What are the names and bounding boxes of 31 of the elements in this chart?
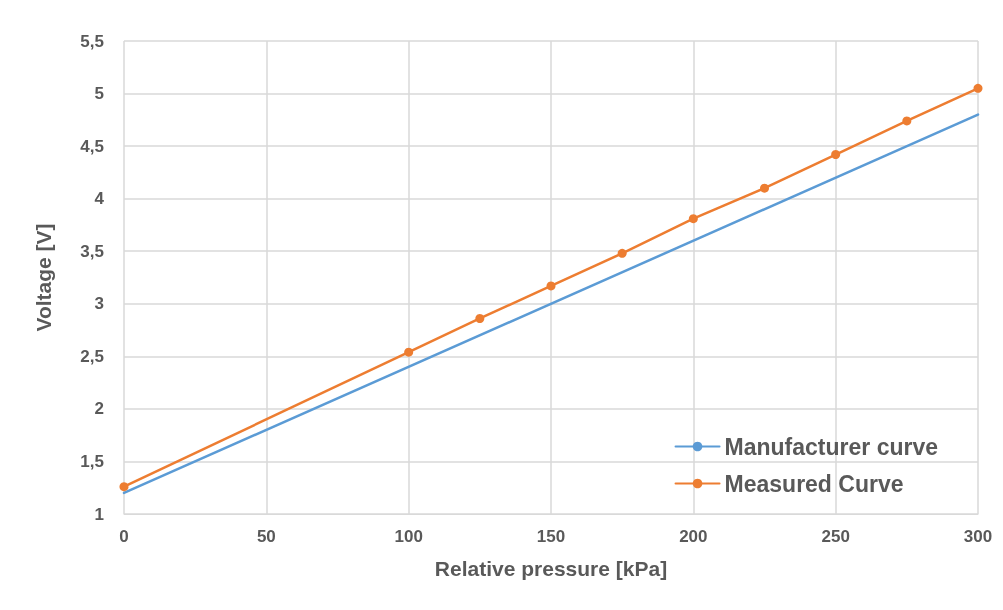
point	[973, 83, 983, 93]
point	[831, 150, 841, 160]
y-tick-label: 1,5	[80, 451, 104, 471]
y-tick-label: 5	[94, 84, 104, 104]
y-tick-label: 2,5	[80, 346, 104, 366]
point	[902, 116, 912, 126]
point	[475, 314, 485, 323]
point	[546, 281, 556, 291]
x-tick-label: 300	[963, 527, 993, 546]
y-tick-label: 1	[94, 504, 104, 524]
point	[119, 482, 129, 492]
point	[760, 183, 769, 193]
x-axis-title: Relative pressure [kPa]	[434, 557, 668, 580]
point	[404, 347, 414, 357]
point	[617, 248, 627, 258]
x-tick-label: 50	[256, 527, 276, 546]
y-tick-label: 3	[94, 294, 104, 314]
x-tick-label: 200	[679, 527, 708, 546]
y-tick-label: 4	[94, 189, 105, 209]
x-tick-label: 100	[394, 527, 423, 546]
y-tick-label: 2	[94, 399, 104, 419]
legend-label: Measured Curve	[724, 470, 904, 497]
x-tick-label: 0	[119, 527, 129, 546]
legend-label: Manufacturer curve	[724, 433, 939, 460]
y-tick-label: 4,5	[80, 136, 104, 156]
y-tick-label: 3,5	[80, 241, 104, 261]
x-tick-label: 150	[536, 527, 566, 546]
point	[688, 214, 698, 224]
x-tick-label: 250	[821, 527, 850, 546]
y-tick-label: 5,5	[80, 31, 104, 51]
y-axis-title: Voltage [V]	[32, 223, 55, 332]
